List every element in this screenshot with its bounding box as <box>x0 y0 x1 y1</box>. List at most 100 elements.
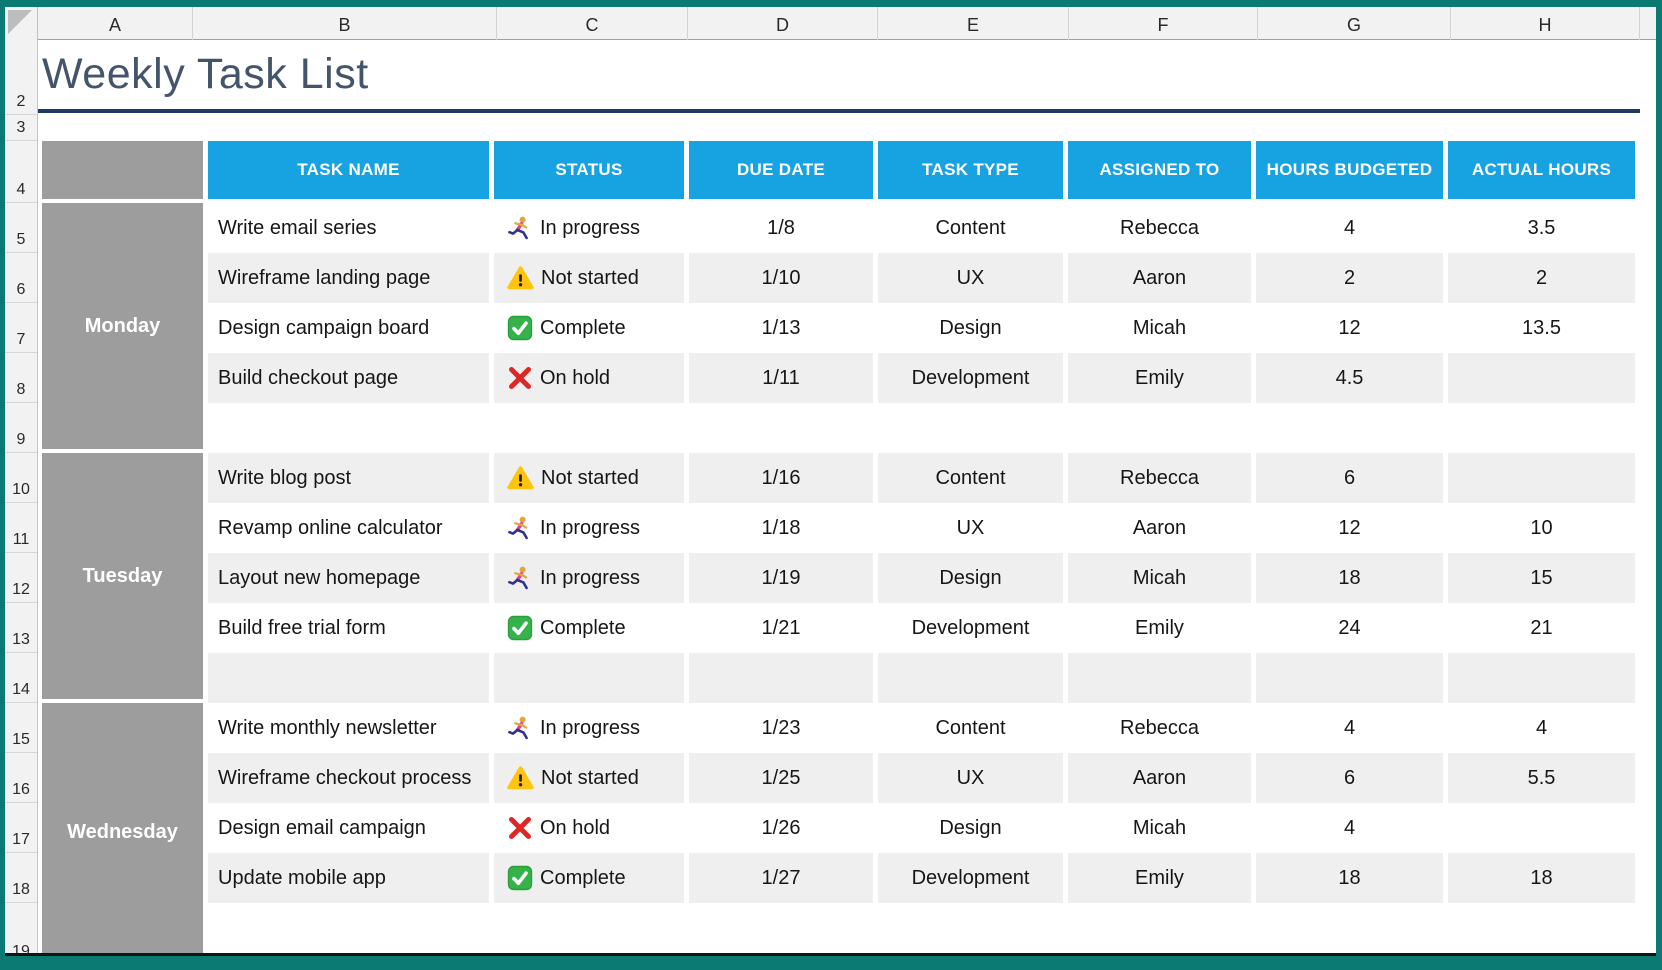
status-cell[interactable]: On hold <box>494 353 684 403</box>
row-header-11[interactable]: 11 <box>5 503 37 553</box>
due-cell[interactable]: 1/21 <box>689 603 873 653</box>
day-label-wednesday[interactable]: Wednesday <box>42 703 203 953</box>
row-header-17[interactable]: 17 <box>5 803 37 853</box>
status-cell[interactable]: In progress <box>494 553 684 603</box>
task-cell[interactable]: Write email series <box>208 203 489 253</box>
budgeted-cell[interactable]: 4.5 <box>1256 353 1443 403</box>
column-header-h[interactable]: H <box>1451 7 1640 44</box>
type-cell[interactable]: Development <box>878 853 1063 903</box>
assigned-cell[interactable]: Micah <box>1068 553 1251 603</box>
assigned-cell[interactable] <box>1068 403 1251 453</box>
type-cell[interactable]: UX <box>878 253 1063 303</box>
day-label-tuesday[interactable]: Tuesday <box>42 453 203 699</box>
status-cell[interactable]: Complete <box>494 853 684 903</box>
status-cell[interactable]: Complete <box>494 603 684 653</box>
due-cell[interactable]: 1/11 <box>689 353 873 403</box>
row-header-15[interactable]: 15 <box>5 703 37 753</box>
type-cell[interactable] <box>878 653 1063 703</box>
budgeted-cell[interactable]: 4 <box>1256 803 1443 853</box>
due-cell[interactable]: 1/26 <box>689 803 873 853</box>
select-all-corner[interactable] <box>5 7 38 44</box>
row-header-16[interactable]: 16 <box>5 753 37 803</box>
type-cell[interactable]: Development <box>878 353 1063 403</box>
task-cell[interactable]: Write blog post <box>208 453 489 503</box>
budgeted-cell[interactable] <box>1256 403 1443 453</box>
due-cell[interactable]: 1/8 <box>689 203 873 253</box>
due-cell[interactable]: 1/19 <box>689 553 873 603</box>
budgeted-cell[interactable]: 4 <box>1256 203 1443 253</box>
row-header-9[interactable]: 9 <box>5 403 37 453</box>
column-header-f[interactable]: F <box>1069 7 1258 44</box>
type-cell[interactable]: Design <box>878 803 1063 853</box>
actual-cell[interactable] <box>1448 803 1635 853</box>
due-cell[interactable]: 1/23 <box>689 703 873 753</box>
type-cell[interactable]: Design <box>878 553 1063 603</box>
budgeted-cell[interactable]: 6 <box>1256 753 1443 803</box>
type-cell[interactable]: Design <box>878 303 1063 353</box>
row-header-8[interactable]: 8 <box>5 353 37 403</box>
header-assigned-to[interactable]: ASSIGNED TO <box>1068 141 1251 199</box>
row-header-3[interactable]: 3 <box>5 115 37 141</box>
column-header-e[interactable]: E <box>878 7 1069 44</box>
day-column-header-cell[interactable] <box>42 141 203 199</box>
actual-cell[interactable]: 10 <box>1448 503 1635 553</box>
actual-cell[interactable] <box>1448 453 1635 503</box>
status-cell[interactable]: Not started <box>494 453 684 503</box>
task-cell[interactable]: Revamp online calculator <box>208 503 489 553</box>
header-actual-hours[interactable]: ACTUAL HOURS <box>1448 141 1635 199</box>
status-cell[interactable]: In progress <box>494 503 684 553</box>
header-task-name[interactable]: TASK NAME <box>208 141 489 199</box>
actual-cell[interactable]: 4 <box>1448 703 1635 753</box>
budgeted-cell[interactable]: 18 <box>1256 853 1443 903</box>
assigned-cell[interactable]: Emily <box>1068 603 1251 653</box>
budgeted-cell[interactable] <box>1256 653 1443 703</box>
due-cell[interactable]: 1/16 <box>689 453 873 503</box>
due-cell[interactable]: 1/10 <box>689 253 873 303</box>
status-cell[interactable] <box>494 403 684 453</box>
title-cell[interactable]: Weekly Task List <box>38 40 1640 113</box>
status-cell[interactable]: Complete <box>494 303 684 353</box>
actual-cell[interactable]: 15 <box>1448 553 1635 603</box>
row-header-5[interactable]: 5 <box>5 203 37 253</box>
status-cell[interactable]: On hold <box>494 803 684 853</box>
due-cell[interactable] <box>689 403 873 453</box>
task-cell[interactable]: Design campaign board <box>208 303 489 353</box>
task-cell[interactable]: Update mobile app <box>208 853 489 903</box>
status-cell[interactable]: In progress <box>494 703 684 753</box>
actual-cell[interactable]: 5.5 <box>1448 753 1635 803</box>
status-cell[interactable]: Not started <box>494 753 684 803</box>
header-task-type[interactable]: TASK TYPE <box>878 141 1063 199</box>
row-header-2[interactable]: 2 <box>5 40 37 115</box>
assigned-cell[interactable]: Aaron <box>1068 253 1251 303</box>
actual-cell[interactable] <box>1448 353 1635 403</box>
actual-cell[interactable]: 21 <box>1448 603 1635 653</box>
status-cell[interactable]: In progress <box>494 203 684 253</box>
row-header-6[interactable]: 6 <box>5 253 37 303</box>
column-header-g[interactable]: G <box>1258 7 1451 44</box>
assigned-cell[interactable]: Emily <box>1068 853 1251 903</box>
row-header-12[interactable]: 12 <box>5 553 37 603</box>
assigned-cell[interactable] <box>1068 653 1251 703</box>
actual-cell[interactable] <box>1448 653 1635 703</box>
type-cell[interactable]: Development <box>878 603 1063 653</box>
actual-cell[interactable]: 3.5 <box>1448 203 1635 253</box>
assigned-cell[interactable]: Micah <box>1068 303 1251 353</box>
budgeted-cell[interactable]: 18 <box>1256 553 1443 603</box>
task-cell[interactable] <box>208 653 489 703</box>
task-cell[interactable]: Wireframe checkout process <box>208 753 489 803</box>
task-cell[interactable]: Wireframe landing page <box>208 253 489 303</box>
column-header-c[interactable]: C <box>497 7 688 44</box>
due-cell[interactable]: 1/18 <box>689 503 873 553</box>
status-cell[interactable]: Not started <box>494 253 684 303</box>
type-cell[interactable]: Content <box>878 703 1063 753</box>
row-header-13[interactable]: 13 <box>5 603 37 653</box>
type-cell[interactable]: Content <box>878 203 1063 253</box>
assigned-cell[interactable]: Emily <box>1068 353 1251 403</box>
due-cell[interactable]: 1/25 <box>689 753 873 803</box>
actual-cell[interactable]: 13.5 <box>1448 303 1635 353</box>
assigned-cell[interactable]: Aaron <box>1068 753 1251 803</box>
row-header-10[interactable]: 10 <box>5 453 37 503</box>
type-cell[interactable]: Content <box>878 453 1063 503</box>
row-header-18[interactable]: 18 <box>5 853 37 903</box>
header-hours-budgeted[interactable]: HOURS BUDGETED <box>1256 141 1443 199</box>
